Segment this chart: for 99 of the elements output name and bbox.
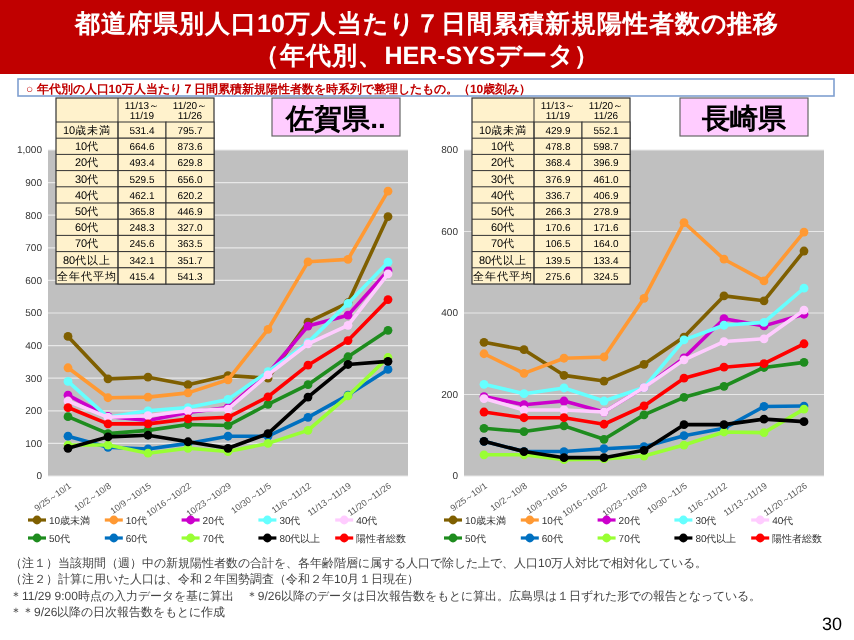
point: [559, 396, 569, 406]
point: [519, 389, 529, 399]
text: 都道府県別人口10万人当たり７日間累積新規陽性者数の推移: [73, 8, 779, 38]
point: [519, 413, 529, 423]
chart-title: 佐賀県..: [284, 102, 386, 134]
point: [223, 431, 233, 441]
point: [143, 392, 153, 402]
point: [559, 421, 569, 431]
point: [719, 362, 729, 372]
point: [383, 257, 393, 267]
point: [63, 412, 73, 422]
point: [63, 431, 73, 441]
point: [479, 407, 489, 417]
point: [183, 380, 193, 390]
point: [383, 365, 393, 374]
point: [519, 345, 529, 355]
point: [679, 392, 689, 402]
text: 30: [821, 614, 842, 634]
point: [679, 431, 689, 441]
point: [599, 444, 609, 454]
point: [263, 324, 273, 334]
point: [679, 440, 689, 450]
point: [559, 353, 569, 363]
point: [639, 293, 649, 303]
point: [183, 388, 193, 398]
point: [223, 412, 233, 422]
point: [63, 332, 73, 341]
point: [599, 376, 609, 386]
point: [343, 336, 353, 345]
point: [103, 419, 113, 429]
point: [679, 373, 689, 383]
point: [479, 337, 489, 347]
point: [479, 450, 489, 460]
point: [303, 412, 313, 422]
point: [559, 413, 569, 423]
point: [799, 339, 809, 349]
point: [719, 381, 729, 391]
point: [143, 372, 153, 382]
chart-title: 長崎県: [700, 102, 788, 134]
point: [719, 337, 729, 346]
point: [799, 246, 809, 256]
point: [303, 392, 313, 402]
point: [63, 403, 73, 412]
point: [479, 423, 489, 433]
point: [63, 377, 73, 386]
point: [343, 310, 353, 320]
point: [143, 430, 153, 440]
point: [479, 349, 489, 359]
point: [759, 428, 769, 437]
point: [759, 296, 769, 306]
point: [679, 218, 689, 227]
point: [559, 370, 569, 380]
point: [343, 360, 353, 369]
point: [559, 383, 569, 393]
point: [343, 320, 353, 330]
point: [303, 425, 313, 435]
point: [799, 227, 809, 237]
point: [303, 257, 313, 267]
point: [719, 291, 729, 301]
point: [383, 212, 393, 221]
point: [639, 359, 649, 369]
point: [719, 254, 729, 264]
point: [759, 334, 769, 344]
point: [383, 325, 393, 335]
point: [599, 352, 609, 362]
point: [639, 410, 649, 420]
point: [519, 405, 529, 415]
point: [759, 402, 769, 411]
point: [263, 439, 273, 448]
point: [103, 374, 113, 384]
point: [223, 394, 233, 404]
point: [263, 392, 273, 402]
point: [599, 396, 609, 406]
point: [519, 368, 529, 378]
point: [759, 414, 769, 424]
point: [383, 295, 393, 304]
point: [799, 417, 809, 427]
point: [223, 375, 233, 385]
point: [143, 411, 153, 421]
point: [639, 401, 649, 411]
point: [599, 419, 609, 429]
point: [599, 434, 609, 444]
point: [303, 380, 313, 390]
point: [719, 320, 729, 330]
point: [679, 420, 689, 430]
point: [63, 363, 73, 373]
point: [103, 393, 113, 403]
point: [383, 186, 393, 196]
point: [303, 360, 313, 370]
point: [759, 276, 769, 286]
point: [183, 414, 193, 424]
point: [799, 357, 809, 367]
point: [223, 421, 233, 430]
point: [519, 427, 529, 436]
point: [343, 254, 353, 264]
point: [799, 283, 809, 293]
point: [479, 379, 489, 389]
point: [559, 405, 569, 415]
text: （年代別、HER-SYSデータ）: [254, 42, 600, 70]
